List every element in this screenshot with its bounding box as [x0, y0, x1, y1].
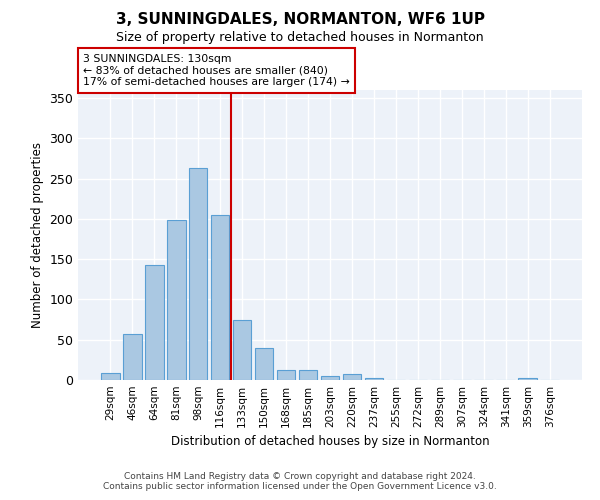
Bar	[299, 370, 317, 380]
Bar	[189, 168, 208, 380]
Bar	[123, 334, 142, 380]
Bar	[518, 378, 537, 380]
Bar	[101, 373, 119, 380]
Text: Size of property relative to detached houses in Normanton: Size of property relative to detached ho…	[116, 31, 484, 44]
Text: Contains HM Land Registry data © Crown copyright and database right 2024.
Contai: Contains HM Land Registry data © Crown c…	[103, 472, 497, 491]
X-axis label: Distribution of detached houses by size in Normanton: Distribution of detached houses by size …	[170, 436, 490, 448]
Bar	[211, 215, 229, 380]
Bar	[343, 374, 361, 380]
Bar	[365, 378, 383, 380]
Bar	[277, 370, 295, 380]
Text: 3, SUNNINGDALES, NORMANTON, WF6 1UP: 3, SUNNINGDALES, NORMANTON, WF6 1UP	[115, 12, 485, 28]
Bar	[255, 348, 274, 380]
Bar	[145, 265, 164, 380]
Text: 3 SUNNINGDALES: 130sqm
← 83% of detached houses are smaller (840)
17% of semi-de: 3 SUNNINGDALES: 130sqm ← 83% of detached…	[83, 54, 350, 87]
Bar	[320, 376, 340, 380]
Bar	[233, 320, 251, 380]
Y-axis label: Number of detached properties: Number of detached properties	[31, 142, 44, 328]
Bar	[167, 220, 185, 380]
